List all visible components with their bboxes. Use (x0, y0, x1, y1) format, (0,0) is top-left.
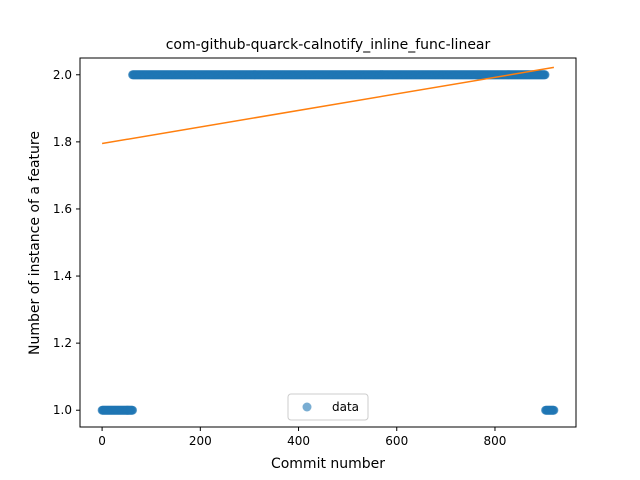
data-point (540, 70, 550, 80)
x-tick-label: 600 (385, 434, 408, 448)
x-tick-label: 200 (189, 434, 212, 448)
data-point (128, 405, 138, 415)
data-point (549, 405, 559, 415)
legend-marker (302, 402, 312, 412)
y-tick-label: 2.0 (53, 68, 72, 82)
y-axis: 1.0 1.2 1.4 1.6 1.8 2.0 (53, 68, 80, 417)
y-tick-label: 1.4 (53, 269, 72, 283)
x-tick-label: 800 (484, 434, 507, 448)
plot-frame (79, 57, 577, 428)
legend-box (287, 393, 369, 421)
y-tick-label: 1.6 (53, 202, 72, 216)
plot-area (97, 66, 559, 415)
x-axis: 0 200 400 600 800 (98, 427, 506, 448)
y-tick-label: 1.2 (53, 336, 72, 350)
x-tick-label: 400 (287, 434, 310, 448)
x-tick-label: 0 (98, 434, 106, 448)
chart-title: com-github-quarck-calnotify_inline_func-… (166, 37, 491, 53)
y-tick-label: 1.8 (53, 135, 72, 149)
y-axis-label: Number of instance of a feature (27, 131, 43, 355)
legend: data (287, 393, 369, 421)
legend-label-data: data (332, 400, 359, 414)
trend-line (101, 66, 555, 145)
y-tick-label: 1.0 (53, 403, 72, 417)
x-axis-label: Commit number (271, 456, 385, 472)
